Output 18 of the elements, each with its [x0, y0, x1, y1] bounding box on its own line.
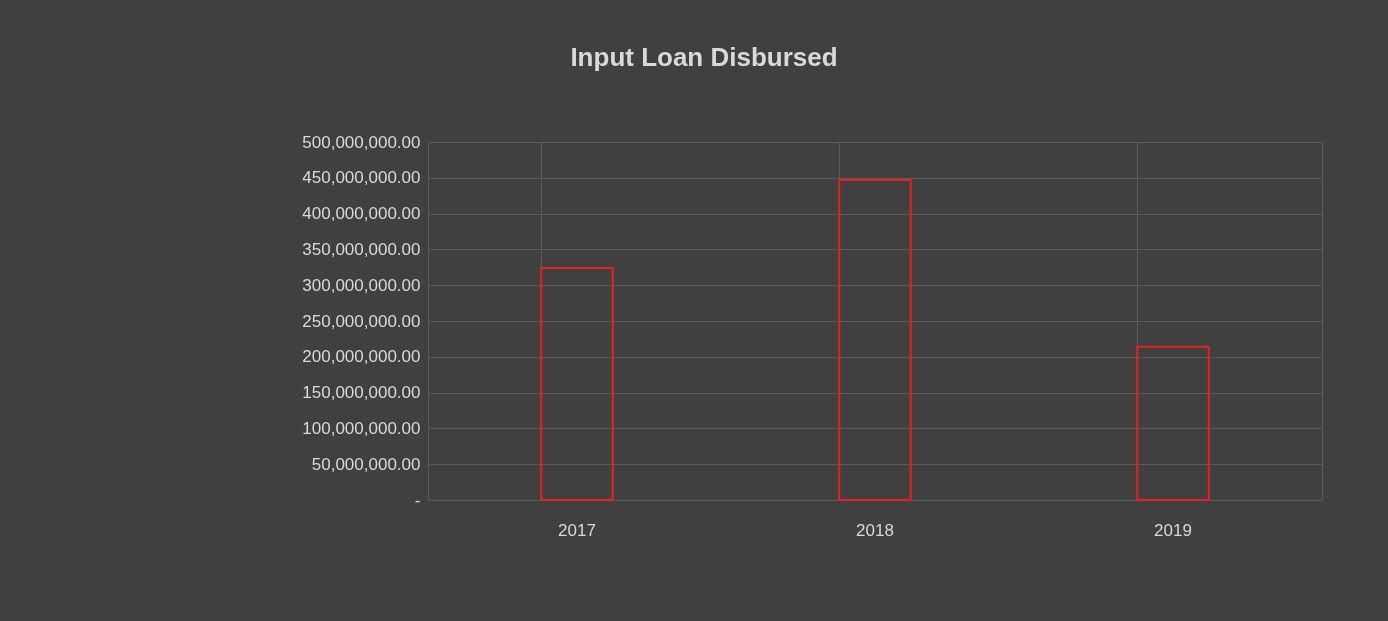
y-tick-label: 200,000,000.00 — [302, 347, 421, 367]
bar — [1136, 345, 1210, 501]
x-tick-label: 2018 — [856, 520, 894, 540]
y-tick-label: 350,000,000.00 — [302, 239, 421, 259]
y-tick-label: 450,000,000.00 — [302, 168, 421, 188]
bar — [838, 178, 912, 501]
y-tick-label: 400,000,000.00 — [302, 204, 421, 224]
y-tick-label: 150,000,000.00 — [302, 383, 421, 403]
chart-title: Input Loan Disbursed — [570, 42, 838, 72]
y-tick-label: 250,000,000.00 — [302, 311, 421, 331]
y-tick-label: 100,000,000.00 — [302, 418, 421, 438]
y-tick-label: 300,000,000.00 — [302, 275, 421, 295]
y-tick-label: 50,000,000.00 — [311, 454, 421, 474]
x-tick-label: 2017 — [558, 520, 596, 540]
y-tick-label: 500,000,000.00 — [302, 132, 421, 152]
bar — [540, 267, 614, 501]
y-tick-label: - — [414, 490, 421, 510]
x-tick-label: 2019 — [1154, 520, 1192, 540]
